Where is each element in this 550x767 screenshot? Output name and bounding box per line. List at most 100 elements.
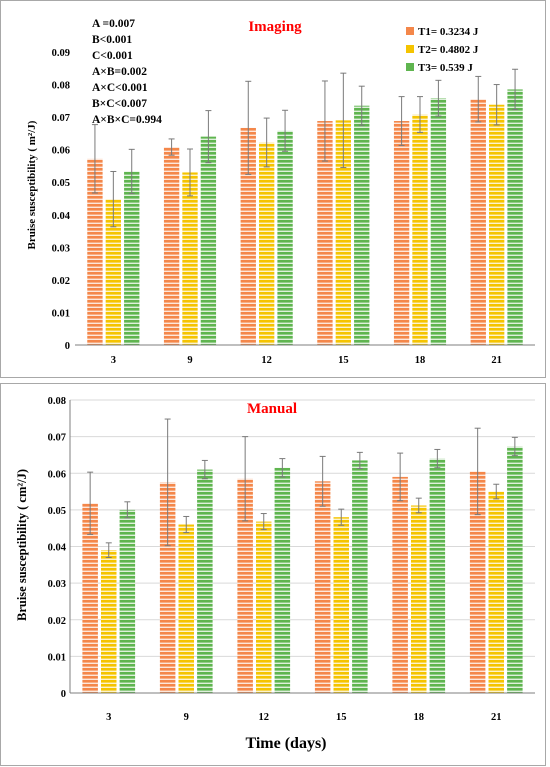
bar-T3-day-12 bbox=[277, 130, 293, 345]
stats-line: A×C<0.001 bbox=[92, 82, 148, 94]
x-tick-label: 12 bbox=[259, 712, 270, 723]
x-tick-label: 12 bbox=[261, 355, 272, 366]
x-tick-label: 3 bbox=[106, 712, 111, 723]
bar-T2-day-12 bbox=[259, 142, 275, 345]
imaging-error-bars bbox=[91, 68, 519, 228]
bar-T2-day-9 bbox=[178, 524, 194, 693]
bar-T1-day-9 bbox=[159, 482, 176, 693]
bar-T2-day-15 bbox=[335, 120, 351, 345]
bar-T1-day-18 bbox=[393, 121, 410, 345]
bar-T2-day-9 bbox=[182, 172, 198, 345]
bar-T3-day-12 bbox=[274, 467, 291, 693]
y-tick-label: 0.02 bbox=[48, 616, 66, 627]
y-tick-label: 0.01 bbox=[52, 308, 70, 319]
y-tick-label: 0.09 bbox=[52, 48, 70, 59]
y-tick-label: 0.05 bbox=[48, 506, 66, 517]
bar-T2-day-15 bbox=[333, 517, 349, 693]
manual-chart-title: Manual bbox=[247, 401, 297, 417]
y-tick-label: 0.07 bbox=[48, 433, 66, 444]
stats-line: B×C<0.007 bbox=[92, 98, 147, 110]
manual-panel: Bruise susceptibility ( cm²/J) 0 0.01 0.02… bbox=[0, 383, 546, 766]
bar-T1-day-21 bbox=[470, 99, 486, 345]
y-tick-label: 0.01 bbox=[48, 652, 66, 663]
bar-T2-day-21 bbox=[489, 104, 505, 346]
imaging-y-axis-label: Bruise susceptibility ( m²/J) bbox=[26, 120, 38, 249]
bar-T3-day-21 bbox=[507, 446, 523, 693]
x-tick-label: 18 bbox=[415, 355, 426, 366]
y-tick-label: 0.08 bbox=[48, 396, 66, 407]
bar-T2-day-3 bbox=[105, 199, 121, 345]
bar-T1-day-12 bbox=[237, 478, 253, 693]
y-tick-label: 0.08 bbox=[52, 81, 70, 92]
y-tick-label: 0 bbox=[65, 341, 70, 352]
bar-T1-day-9 bbox=[163, 147, 180, 345]
imaging-panel: Bruise susceptibility ( m²/J) 00.010.020… bbox=[0, 0, 546, 378]
x-tick-label: 9 bbox=[187, 355, 192, 366]
imaging-legend: T1= 0.3234 J T2= 0.4802 J T3= 0.539 J bbox=[406, 26, 479, 74]
imaging-y-tick-labels: 0 0.01 0.02 0.03 0.04 0.05 0.06 0.07 0.08 0.09 bbox=[52, 48, 71, 352]
x-tick-label: 15 bbox=[336, 712, 347, 723]
y-tick-label: 0.07 bbox=[52, 113, 70, 124]
stats-line: C<0.001 bbox=[92, 50, 133, 62]
legend-label-T1: T1= 0.3234 J bbox=[418, 26, 479, 38]
stats-line: A×B×C=0.994 bbox=[92, 114, 162, 126]
bar-T1-day-18 bbox=[392, 476, 408, 693]
y-tick-label: 0.04 bbox=[48, 543, 67, 554]
legend-label-T2: T2= 0.4802 J bbox=[418, 44, 479, 56]
bar-T3-day-3 bbox=[119, 509, 136, 693]
x-tick-label: 15 bbox=[338, 355, 349, 366]
imaging-stats-annotation: A =0.007 B<0.001 C<0.001 A×B=0.002 A×C<0… bbox=[92, 18, 162, 126]
legend-label-T3: T3= 0.539 J bbox=[418, 62, 473, 74]
manual-error-bars bbox=[87, 418, 518, 558]
bar-T3-day-15 bbox=[352, 460, 368, 693]
bar-T1-day-3 bbox=[82, 503, 98, 693]
imaging-chart-title: Imaging bbox=[248, 19, 302, 35]
bar-T3-day-9 bbox=[200, 136, 217, 345]
stats-line: B<0.001 bbox=[92, 34, 132, 46]
y-tick-label: 0.04 bbox=[52, 211, 71, 222]
stats-line: A×B=0.002 bbox=[92, 66, 147, 78]
manual-panel-frame bbox=[0, 383, 546, 766]
bar-T1-day-3 bbox=[87, 158, 103, 345]
bar-T3-day-15 bbox=[354, 105, 370, 345]
bar-T2-day-18 bbox=[412, 114, 428, 345]
y-tick-label: 0.03 bbox=[48, 579, 66, 590]
bar-T2-day-12 bbox=[256, 521, 272, 693]
y-tick-label: 0.03 bbox=[52, 243, 70, 254]
manual-x-axis-label: Time (days) bbox=[245, 735, 326, 752]
x-tick-label: 9 bbox=[184, 712, 189, 723]
legend-swatch-T1 bbox=[406, 27, 414, 35]
bar-T3-day-3 bbox=[124, 171, 140, 345]
bar-T2-day-3 bbox=[101, 550, 117, 693]
legend-swatch-T3 bbox=[406, 63, 414, 71]
manual-y-axis-label: Bruise susceptibility ( cm²/J) bbox=[15, 469, 29, 621]
stats-line: A =0.007 bbox=[92, 18, 135, 30]
x-tick-label: 21 bbox=[491, 355, 502, 366]
manual-bars bbox=[82, 446, 523, 693]
manual-grid bbox=[70, 399, 535, 657]
y-tick-label: 0.02 bbox=[52, 276, 70, 287]
y-tick-label: 0.06 bbox=[48, 469, 66, 480]
imaging-bars bbox=[87, 89, 523, 346]
bar-T1-day-15 bbox=[314, 481, 331, 693]
bar-T2-day-21 bbox=[488, 491, 504, 693]
legend-swatch-T2 bbox=[406, 45, 414, 53]
y-tick-label: 0.05 bbox=[52, 178, 70, 189]
manual-x-tick-labels: 3 9 12 15 18 21 bbox=[106, 712, 501, 723]
y-tick-label: 0 bbox=[61, 689, 66, 700]
bar-T1-day-21 bbox=[469, 471, 486, 693]
bar-T1-day-12 bbox=[240, 127, 256, 345]
x-tick-label: 3 bbox=[111, 355, 116, 366]
manual-y-tick-labels: 0 0.01 0.02 0.03 0.04 0.05 0.06 0.07 0.08 bbox=[48, 396, 67, 700]
bar-T3-day-18 bbox=[430, 98, 447, 346]
bar-T3-day-21 bbox=[507, 89, 523, 345]
bar-T3-day-9 bbox=[197, 469, 213, 693]
x-tick-label: 21 bbox=[491, 712, 502, 723]
bar-T1-day-15 bbox=[317, 121, 333, 345]
bar-T2-day-18 bbox=[411, 505, 427, 693]
imaging-x-tick-labels: 3 9 12 15 18 21 bbox=[111, 355, 502, 366]
bar-T3-day-18 bbox=[429, 458, 446, 693]
x-tick-label: 18 bbox=[414, 712, 425, 723]
y-tick-label: 0.06 bbox=[52, 146, 70, 157]
